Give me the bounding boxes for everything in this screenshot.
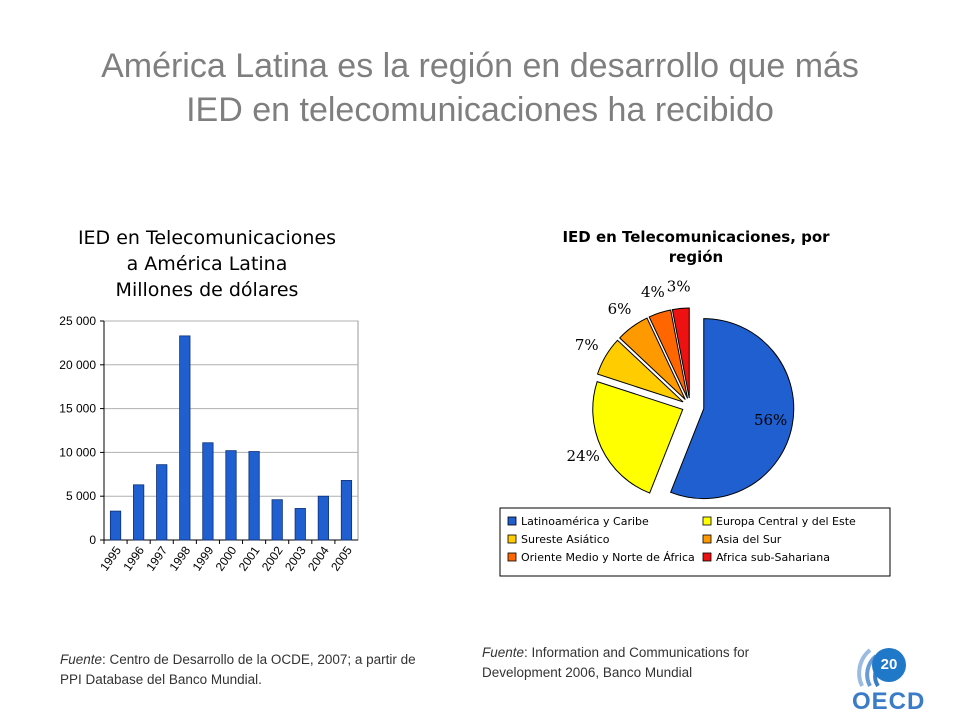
pie-chart-legend-label: Sureste Asiático (521, 533, 610, 546)
bar-chart-x-tick-label: 2002 (259, 543, 286, 573)
bar-chart-bar (248, 451, 260, 541)
pie-chart-data-label: 7% (575, 336, 599, 354)
pie-chart-legend-swatch (507, 534, 517, 544)
pie-chart-legend-label: Asia del Sur (716, 533, 782, 546)
source-left-prefix: Fuente (60, 652, 103, 667)
pie-chart-legend-label: Europa Central y del Este (716, 515, 856, 528)
bar-chart-x-tick-label: 1997 (143, 543, 170, 573)
page-number: 20 (872, 648, 906, 682)
bar-chart-y-tick-label: 10 000 (59, 445, 96, 459)
pie-chart: IED en Telecomunicaciones, por región 56% 2… (499, 228, 891, 577)
pie-chart-legend-swatch (507, 552, 517, 562)
source-left-text: : Centro de Desarrollo de la OCDE, 2007;… (60, 652, 416, 687)
pie-chart-legend-label: Africa sub-Sahariana (716, 551, 830, 564)
pie-chart-data-label: 4% (641, 283, 665, 301)
bar-chart-y-tick-label: 5 000 (66, 489, 96, 503)
bar-chart-bar (340, 480, 353, 541)
slide-title: América Latina es la región en desarroll… (30, 44, 930, 132)
bar-chart-bar (317, 495, 329, 541)
pie-chart-slice (669, 318, 795, 500)
bar-chart-x-tick-label: 1998 (166, 543, 193, 573)
bar-chart-y-tick-label: 0 (89, 533, 96, 547)
bar-chart-bar (271, 499, 283, 541)
pie-chart-legend-label: Latinoamérica y Caribe (521, 515, 649, 528)
bar-chart-x-tick-label: 2003 (282, 543, 309, 573)
pie-chart-legend (499, 507, 891, 577)
title-line-2: IED en telecomunicaciones ha recibido (186, 91, 774, 129)
oecd-logo: 20 OECD (848, 640, 944, 720)
bar-chart-bar (294, 508, 306, 541)
bar-chart-x-tick-label: 2001 (236, 543, 263, 573)
source-note-left: Fuente: Centro de Desarrollo de la OCDE,… (60, 650, 430, 690)
pie-chart-legend-swatch (507, 516, 517, 526)
oecd-logo-text: OECD (852, 688, 926, 715)
pie-chart-legend-swatch (702, 552, 712, 562)
bar-chart-x-tick-label: 2004 (305, 543, 332, 573)
bar-chart-bar (133, 484, 145, 541)
title-line-1: América Latina es la región en desarroll… (101, 47, 859, 85)
source-note-right: Fuente: Information and Communications f… (482, 643, 822, 683)
bar-chart-title-line: IED en Telecomunicaciones (78, 227, 336, 249)
pie-chart-data-label: 3% (667, 278, 691, 296)
bar-chart-title-line: Millones de dólares (116, 279, 299, 301)
bar-chart-bar (156, 464, 168, 541)
bar-chart-x-tick-label: 2000 (213, 543, 240, 573)
pie-chart-slice (618, 317, 686, 400)
pie-chart-data-label: 24% (567, 447, 600, 465)
pie-chart-title-line: región (669, 248, 723, 266)
bar-chart-y-tick-label: 25 000 (59, 314, 96, 328)
pie-chart-slice (592, 380, 684, 494)
bar-chart-title-line: a América Latina (127, 253, 288, 275)
pie-chart-slice (671, 307, 690, 399)
pie-chart-legend-swatch (702, 516, 712, 526)
source-right-text: : Information and Communications for Dev… (482, 645, 750, 680)
bar-chart-x-tick-label: 1996 (120, 543, 147, 573)
pie-chart-slice (596, 339, 684, 403)
bar-chart-x-tick-label: 1999 (190, 543, 217, 573)
pie-chart-data-label: 6% (608, 300, 632, 318)
pie-chart-slice (648, 309, 689, 399)
bar-chart-bar (202, 442, 214, 541)
bar-chart-bar (225, 450, 237, 541)
pie-chart-legend-swatch (702, 534, 712, 544)
pie-chart-data-label: 56% (754, 411, 787, 429)
bar-chart-bar (109, 510, 122, 541)
bar-chart-x-tick-label: 1995 (97, 543, 124, 573)
source-right-prefix: Fuente (482, 645, 525, 660)
pie-chart-legend-label: Oriente Medio y Norte de África (521, 551, 695, 564)
pie-chart-title-line: IED en Telecomunicaciones, por (562, 228, 830, 246)
bar-chart: IED en Telecomunicaciones a América Latin… (59, 227, 359, 574)
bar-chart-y-tick-label: 20 000 (59, 358, 96, 372)
bar-chart-y-tick-label: 15 000 (59, 402, 96, 416)
bar-chart-bar (179, 335, 191, 541)
bar-chart-x-tick-label: 2005 (328, 543, 355, 573)
